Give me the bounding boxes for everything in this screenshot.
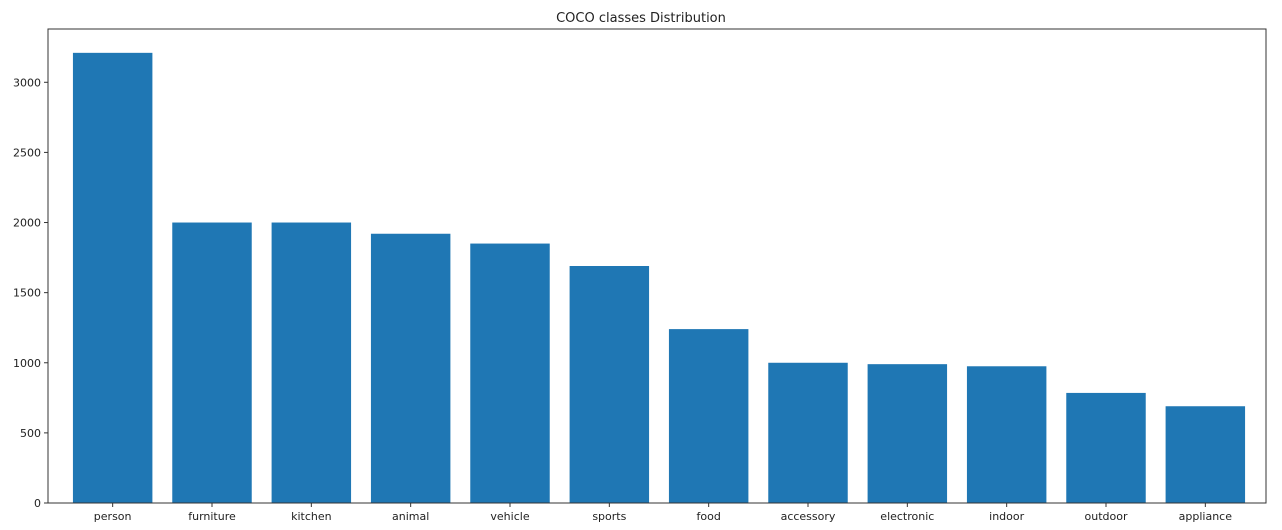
- bar-appliance: [1165, 406, 1246, 503]
- x-tick-label-furniture: furniture: [188, 510, 236, 523]
- y-axis: 0 500 1000 1500 2000 2500 3000: [13, 76, 48, 510]
- bar-sports: [569, 266, 650, 503]
- x-tick-label-food: food: [697, 510, 721, 523]
- y-tick-label: 1500: [13, 287, 41, 300]
- bar-kitchen: [271, 222, 352, 504]
- x-tick-label-accessory: accessory: [781, 510, 836, 523]
- x-tick-label-person: person: [94, 510, 132, 523]
- y-tick-label: 2500: [13, 146, 41, 159]
- plot-frame: [47, 28, 1267, 504]
- y-tick-label: 500: [20, 427, 41, 440]
- x-axis: person furniture kitchen animal vehicle sport…: [94, 503, 1232, 523]
- bar-person: [72, 52, 153, 503]
- bar-vehicle: [470, 243, 550, 503]
- x-tick-label-kitchen: kitchen: [291, 510, 332, 523]
- chart-title: COCO classes Distribution: [556, 11, 726, 26]
- bar-accessory: [768, 362, 848, 503]
- bar-food: [668, 329, 749, 503]
- x-tick-label-vehicle: vehicle: [490, 510, 529, 523]
- x-tick-label-appliance: appliance: [1179, 510, 1233, 523]
- x-tick-label-outdoor: outdoor: [1085, 510, 1128, 523]
- x-tick-label-sports: sports: [592, 510, 626, 523]
- bar-outdoor: [1066, 392, 1146, 503]
- x-tick-label-animal: animal: [392, 510, 429, 523]
- bar-electronic: [867, 364, 948, 503]
- x-tick-label-electronic: electronic: [880, 510, 934, 523]
- bars-group: [72, 52, 1246, 504]
- y-tick-label: 1000: [13, 357, 41, 370]
- bar-indoor: [966, 366, 1047, 503]
- y-tick-label: 3000: [13, 76, 41, 89]
- bar-furniture: [172, 222, 252, 504]
- bar-animal: [370, 233, 451, 504]
- y-tick-label: 0: [34, 497, 41, 510]
- x-tick-label-indoor: indoor: [989, 510, 1024, 523]
- y-tick-label: 2000: [13, 217, 41, 230]
